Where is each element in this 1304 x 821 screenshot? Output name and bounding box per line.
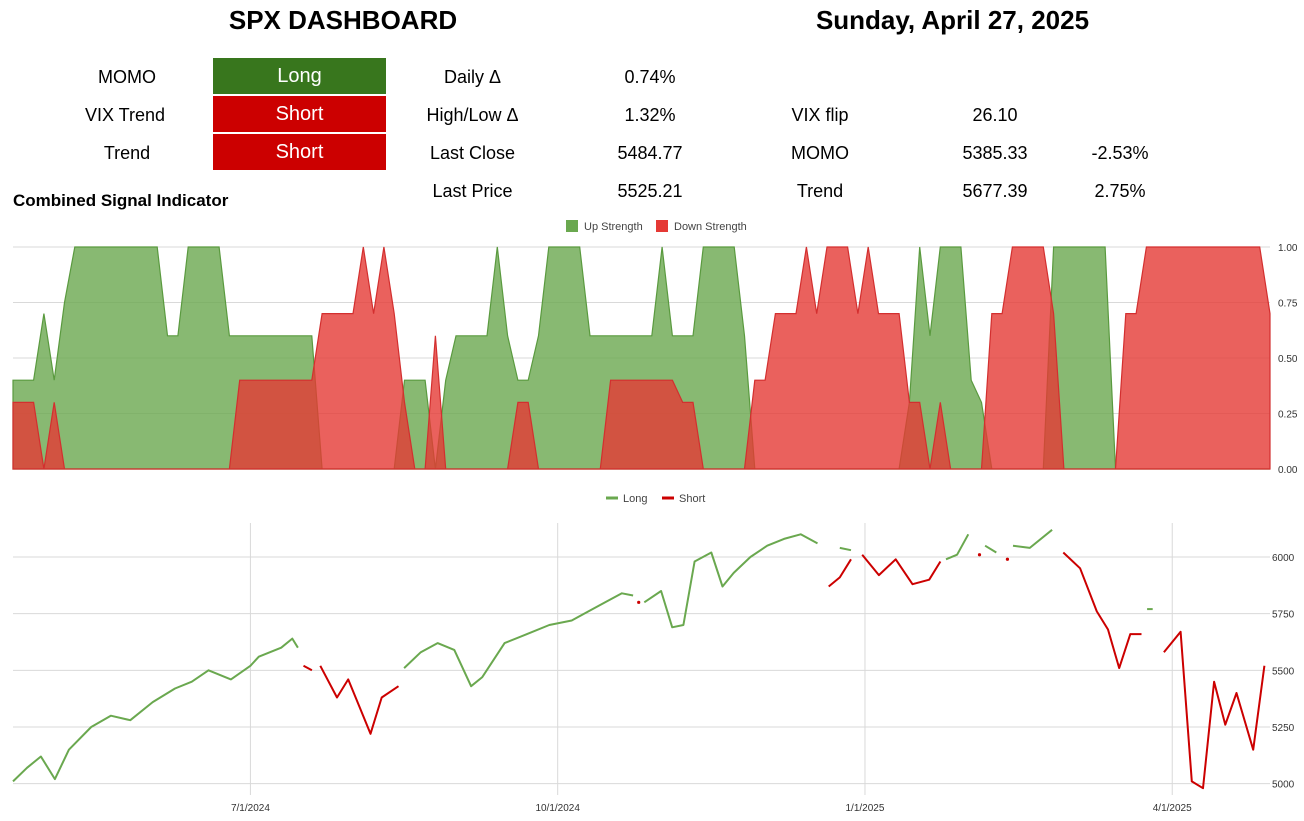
last-price-label: Last Price bbox=[432, 181, 513, 201]
signal-label-trend: Trend bbox=[103, 143, 151, 163]
signal-badge-vix-trend: Short bbox=[213, 96, 386, 132]
vix-flip-value: 26.10 bbox=[972, 105, 1018, 125]
price-line-chart: Long Short 5000 5250 5500 5750 6000 7/1/2024 10/… bbox=[12, 493, 1295, 814]
highlow-delta-label: High/Low Δ bbox=[426, 105, 519, 125]
price-line-long bbox=[945, 533, 970, 561]
vix-flip-label: VIX flip bbox=[791, 105, 849, 125]
legend-label-0: Up Strength bbox=[584, 221, 643, 233]
legend-label-1: Short bbox=[679, 493, 705, 505]
y-tick-label: 0.50 bbox=[1278, 354, 1298, 365]
price-line-short bbox=[303, 664, 313, 672]
price-line-short bbox=[319, 665, 400, 735]
legend-swatch-1 bbox=[656, 220, 668, 232]
y-tick-label: 5250 bbox=[1272, 723, 1295, 734]
momo-level-label: MOMO bbox=[791, 143, 849, 163]
page-title: SPX DASHBOARD bbox=[228, 5, 458, 35]
daily-delta-value: 0.74% bbox=[624, 67, 676, 87]
x-tick-label: 10/1/2024 bbox=[535, 803, 580, 814]
price-line-short bbox=[828, 558, 852, 588]
price-line-long bbox=[984, 544, 997, 554]
y-tick-label: 1.00 bbox=[1278, 243, 1298, 254]
signal-label-vix-trend: VIX Trend bbox=[84, 105, 166, 125]
signal-badge-momo: Long bbox=[213, 58, 386, 94]
y-tick-label: 0.25 bbox=[1278, 410, 1298, 421]
combined-signal-title: Combined Signal Indicator bbox=[13, 191, 229, 210]
momo-level-pct: -2.53% bbox=[1091, 143, 1149, 163]
price-line-long bbox=[403, 592, 634, 688]
strength-area-chart: Up Strength Down Strength 0.00 0.25 0.50 0.75… bbox=[12, 220, 1298, 476]
legend-label-1: Down Strength bbox=[674, 221, 747, 233]
last-close-value: 5484.77 bbox=[617, 143, 683, 163]
y-tick-label: 5000 bbox=[1272, 780, 1295, 791]
y-tick-label: 5500 bbox=[1272, 666, 1295, 677]
signal-badge-trend: Short bbox=[213, 134, 386, 170]
trend-level-label: Trend bbox=[796, 181, 844, 201]
daily-delta-label: Daily Δ bbox=[443, 67, 502, 87]
up-strength-area bbox=[12, 246, 1270, 470]
down-strength-area bbox=[12, 246, 1271, 470]
y-tick-label: 5750 bbox=[1272, 610, 1295, 621]
price-line-short bbox=[1163, 630, 1266, 790]
x-tick-label: 1/1/2025 bbox=[845, 803, 884, 814]
price-line-short bbox=[1062, 551, 1142, 670]
price-line-short bbox=[861, 554, 942, 586]
trend-level-pct: 2.75% bbox=[1094, 181, 1146, 201]
momo-level-value: 5385.33 bbox=[962, 143, 1028, 163]
x-tick-label: 7/1/2024 bbox=[231, 803, 270, 814]
highlow-delta-value: 1.32% bbox=[624, 105, 676, 125]
legend-swatch-0 bbox=[566, 220, 578, 232]
x-tick-label: 4/1/2025 bbox=[1153, 803, 1192, 814]
page-date: Sunday, April 27, 2025 bbox=[815, 5, 1090, 35]
price-point-short bbox=[1005, 557, 1010, 561]
y-tick-label: 6000 bbox=[1272, 553, 1295, 564]
price-point-short bbox=[637, 600, 641, 604]
y-tick-label: 0.75 bbox=[1278, 299, 1298, 310]
price-point-short bbox=[977, 553, 982, 557]
y-tick-label: 0.00 bbox=[1278, 465, 1298, 476]
price-line-long bbox=[839, 546, 852, 552]
trend-level-value: 5677.39 bbox=[962, 181, 1028, 201]
last-price-value: 5525.21 bbox=[617, 181, 683, 201]
price-line-long bbox=[1012, 529, 1053, 549]
price-line-long bbox=[12, 637, 299, 783]
last-close-label: Last Close bbox=[429, 143, 516, 163]
signal-label-momo: MOMO bbox=[98, 67, 156, 87]
legend-label-0: Long bbox=[623, 493, 647, 505]
price-line-long bbox=[643, 533, 818, 629]
